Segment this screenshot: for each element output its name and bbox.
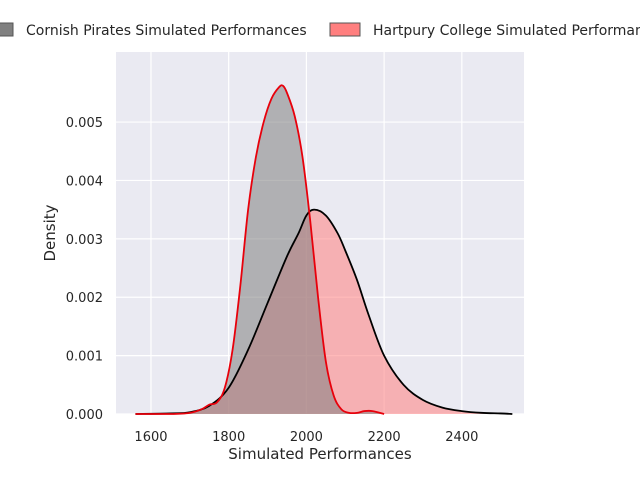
x-axis-label: Simulated Performances <box>228 445 412 463</box>
y-axis-ticks: 0.000 0.001 0.002 0.003 0.004 0.005 <box>66 116 103 423</box>
legend-swatch-cornish-pirates <box>0 22 14 37</box>
x-tick-label: 2400 <box>445 430 478 445</box>
y-tick-label: 0.000 <box>66 408 103 423</box>
y-tick-label: 0.004 <box>66 174 103 189</box>
y-tick-label: 0.005 <box>66 116 103 131</box>
x-tick-label: 1800 <box>212 430 245 445</box>
x-tick-label: 1600 <box>134 430 167 445</box>
x-tick-label: 2200 <box>368 430 401 445</box>
legend-swatch-hartpury-college <box>329 22 361 37</box>
x-axis-ticks: 1600 1800 2000 2200 2400 <box>134 430 478 445</box>
density-area-cornish-pirates <box>135 85 385 414</box>
y-tick-label: 0.003 <box>66 233 103 248</box>
density-line-hartpury-college <box>135 208 513 415</box>
y-tick-label: 0.002 <box>66 291 103 306</box>
legend-label-cornish-pirates: Cornish Pirates Simulated Performances <box>26 23 307 39</box>
legend: Cornish Pirates Simulated Performances H… <box>0 22 640 39</box>
x-tick-label: 2000 <box>290 430 323 445</box>
y-tick-label: 0.001 <box>66 350 103 365</box>
density-area-hartpury-college <box>135 209 513 414</box>
series-layer <box>135 84 513 415</box>
legend-label-hartpury-college: Hartpury College Simulated Performances <box>373 23 640 39</box>
y-axis-label: Density <box>41 204 59 261</box>
density-line-cornish-pirates <box>135 84 385 415</box>
